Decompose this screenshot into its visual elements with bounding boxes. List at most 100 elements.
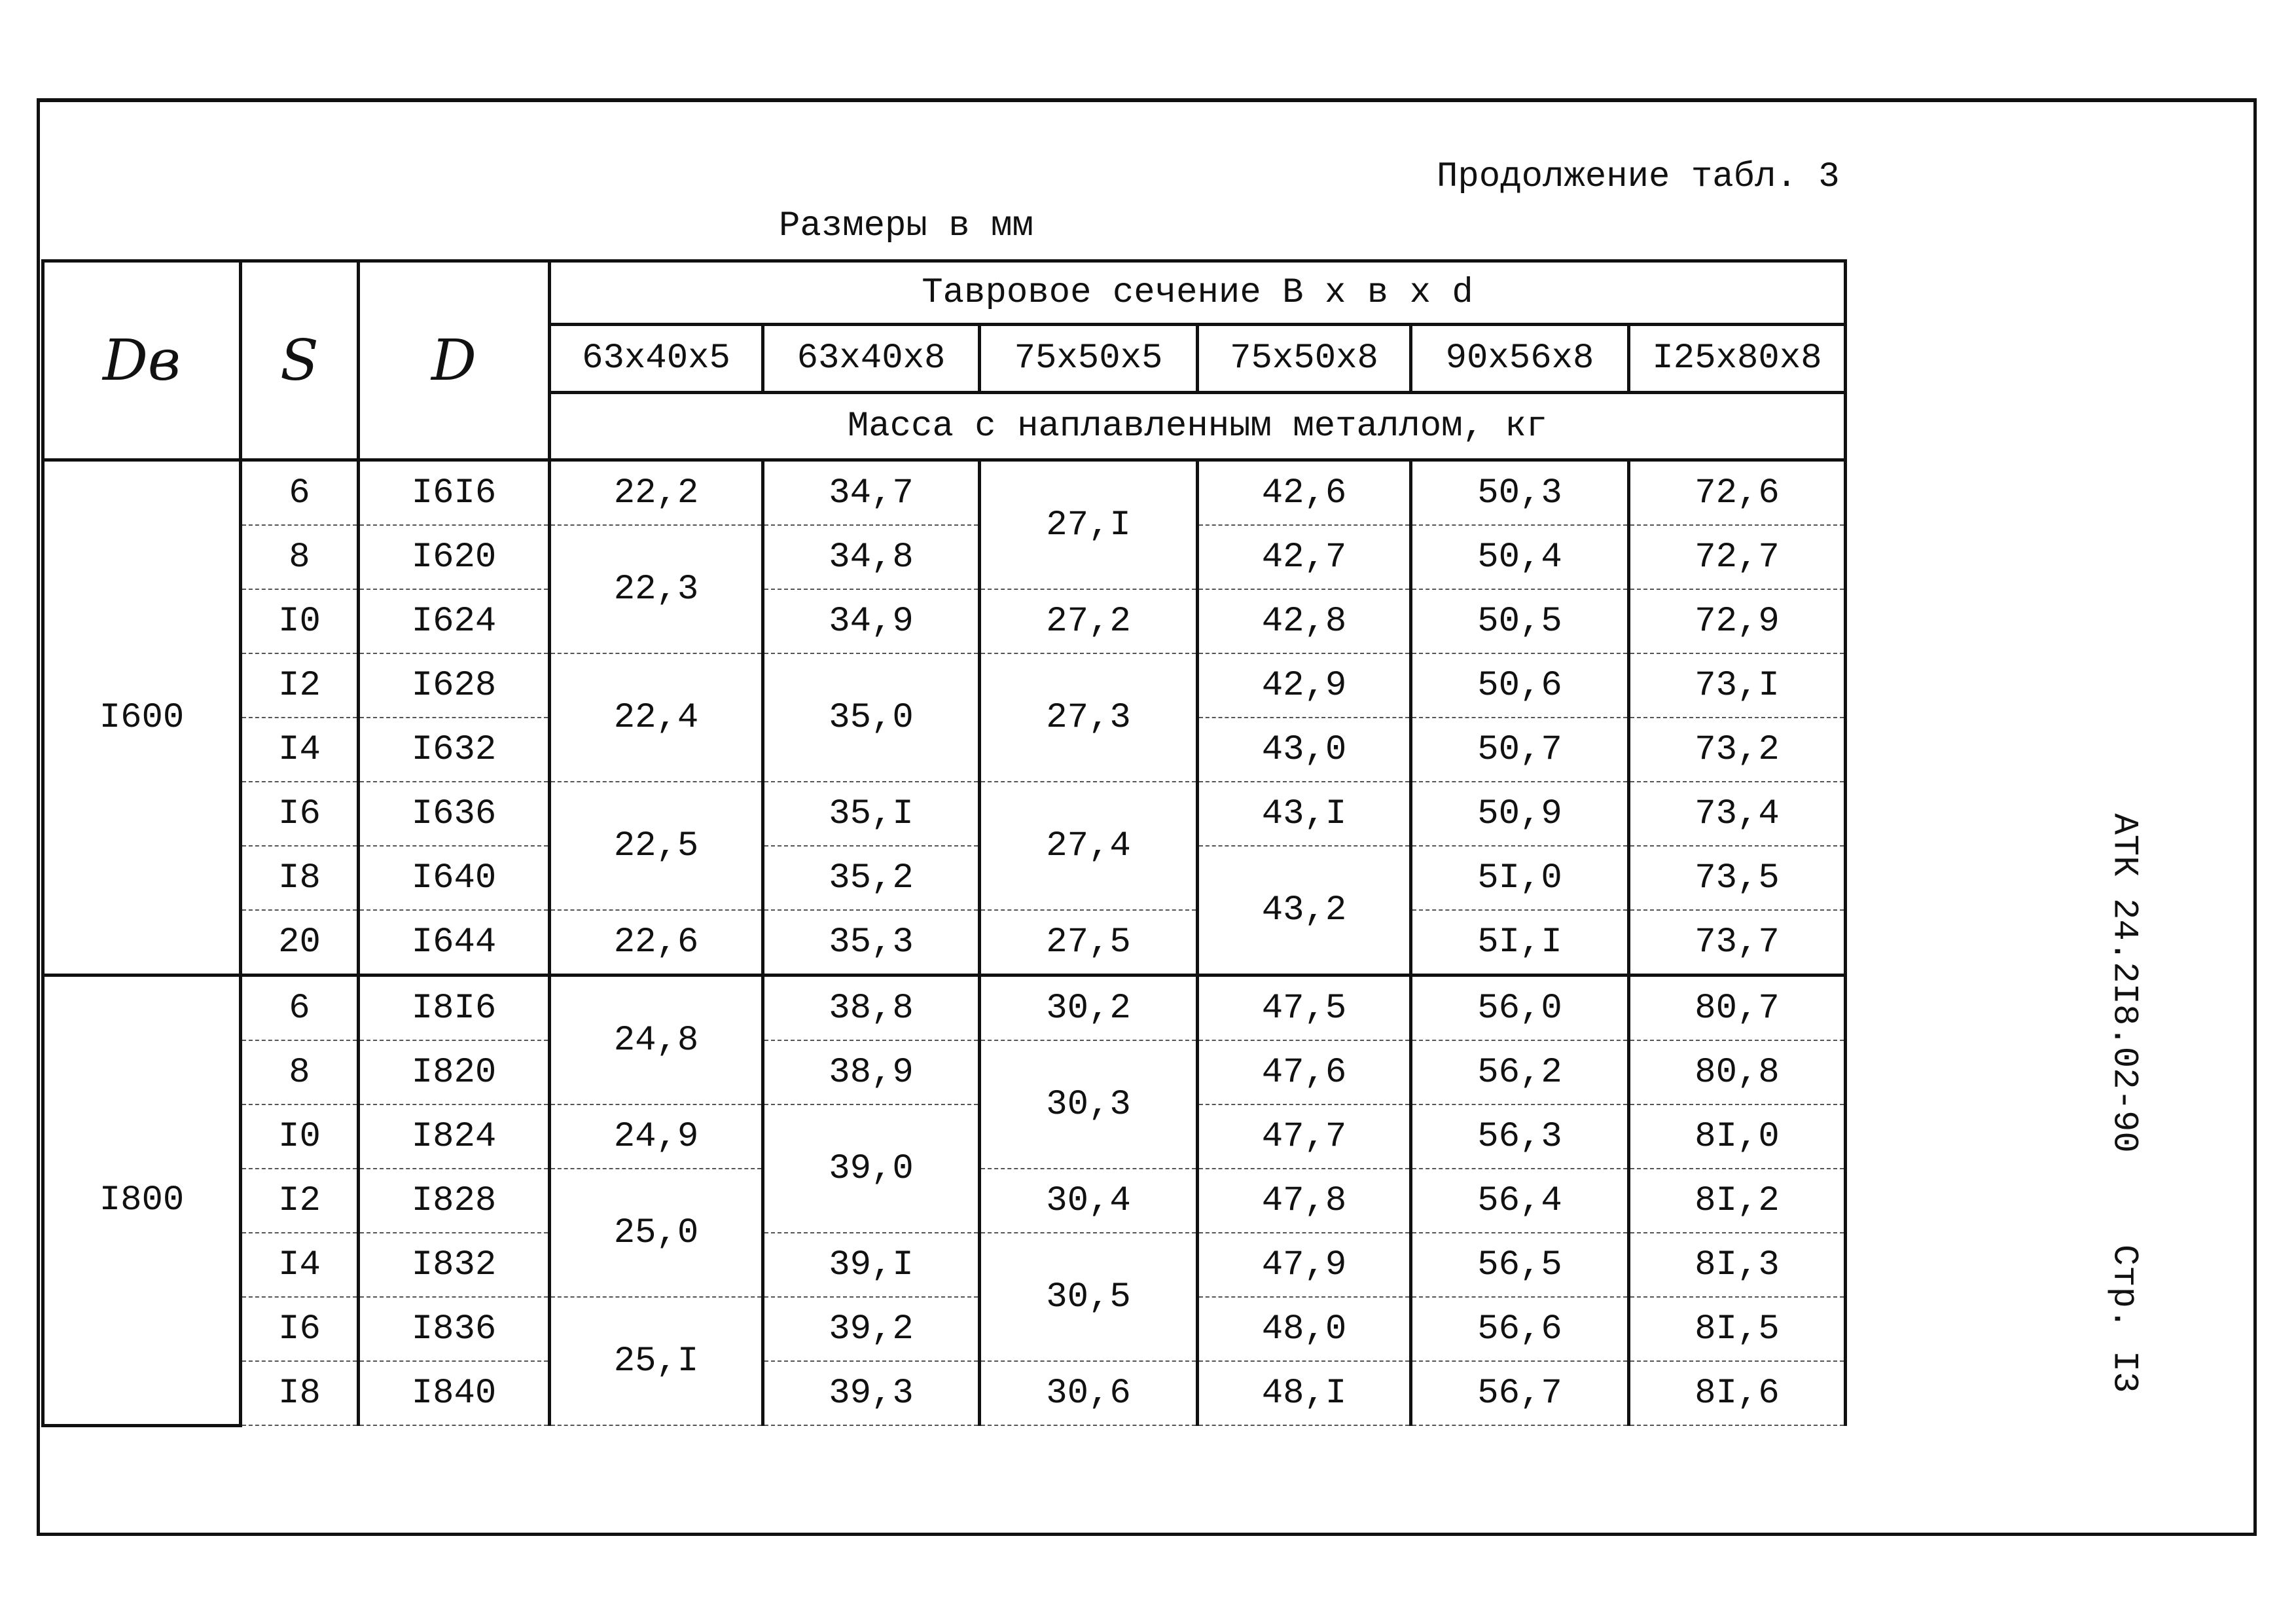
mass-cell: 43,I [1196,781,1412,847]
mass-cell: 24,8 [548,974,764,1105]
s-cell: I4 [239,717,360,782]
row: I2 I628 22,4 35,0 27,3 42,9 50,6 73,I [43,653,1848,782]
side-label: АТК 24.2I8.02-90 Стр. I3 [2104,813,2144,1484]
row: 20 I644 22,6 35,3 27,5 5I,I 73,7 [43,909,1848,976]
mass-cell: 34,8 [761,524,981,590]
mass-cell: 56,4 [1409,1168,1630,1233]
mass-cell: 27,2 [978,589,1199,654]
mass-cell: 47,9 [1196,1232,1412,1298]
table: Dв S D Тавровое сечение В х в х d 63х40х5 63… [41,259,1848,1427]
row: I6 I636 22,5 35,I 27,4 43,I 50,9 73,4 [43,781,1848,911]
mass-cell: 22,2 [548,458,764,526]
s-cell: I2 [239,1168,360,1233]
mass-cell: 39,2 [761,1296,981,1362]
row: I8 I840 39,3 30,6 48,I 56,7 8I,6 [43,1360,1848,1426]
mass-cell: 47,5 [1196,974,1412,1041]
mass-cell: 5I,0 [1409,845,1630,911]
mass-cell: 42,7 [1196,524,1412,590]
s-cell: 6 [239,458,360,526]
mass-cell: 42,8 [1196,589,1412,654]
mass-cell: 34,9 [761,589,981,654]
mass-cell: 56,0 [1409,974,1630,1041]
mass-cell: 8I,6 [1626,1360,1848,1426]
mass-cell: 30,3 [978,1040,1199,1169]
s-cell: I2 [239,653,360,718]
mass-cell: 5I,I [1409,909,1630,976]
mass-cell: 24,9 [548,1104,764,1169]
size-header: 63х40х5 [548,323,764,394]
mass-cell: 50,3 [1409,458,1630,526]
mass-cell: 27,3 [978,653,1199,782]
row: I2 I828 25,0 30,4 47,8 56,4 8I,2 [43,1168,1848,1298]
size-header: 90х56х8 [1409,323,1630,394]
mass-cell: 39,3 [761,1360,981,1426]
s-cell: 20 [239,909,360,976]
size-header: 63х40х8 [761,323,981,394]
header-d: D [357,259,551,462]
d-cell: I820 [357,1040,551,1105]
s-cell: I0 [239,589,360,654]
mass-cell: 50,4 [1409,524,1630,590]
header-mass: Масса с наплавленным металлом, кг [547,391,1848,462]
mass-cell: 38,9 [761,1040,981,1105]
mass-cell: 22,5 [548,781,764,911]
mass-cell: 39,0 [761,1104,981,1233]
mass-cell: 42,9 [1196,653,1412,718]
page-number: Стр. I3 [2104,1244,2144,1393]
s-cell: 8 [239,524,360,590]
d-cell: I840 [357,1360,551,1426]
mass-cell: 73,2 [1626,717,1848,782]
mass-cell: 73,I [1626,653,1848,718]
mass-cell: 35,0 [761,653,981,782]
size-header: I25х80х8 [1626,323,1848,394]
row: I8 I640 35,2 43,2 5I,0 73,5 [43,845,1848,976]
mass-cell: 35,3 [761,909,981,976]
size-header: 75х50х5 [978,323,1199,394]
mass-cell: 80,8 [1626,1040,1848,1105]
mass-cell: 43,2 [1196,845,1412,976]
mass-cell: 30,5 [978,1232,1199,1362]
mass-cell: 35,2 [761,845,981,911]
mass-cell: 39,I [761,1232,981,1298]
mass-cell: 22,6 [548,909,764,976]
db-cell: I600 [41,458,242,977]
mass-cell: 47,8 [1196,1168,1412,1233]
d-cell: I620 [357,524,551,590]
doc-code: АТК 24.2I8.02-90 [2104,813,2144,1153]
row: I4 I832 39,I 30,5 47,9 56,5 8I,3 [43,1232,1848,1362]
row: 8 I820 38,9 30,3 47,6 56,2 80,8 [43,1040,1848,1169]
row: I800 6 I8I6 24,8 38,8 30,2 47,5 56,0 80,7 [41,974,1848,1427]
d-cell: I824 [357,1104,551,1169]
mass-cell: 8I,0 [1626,1104,1848,1169]
d-cell: I628 [357,653,551,718]
mass-cell: 27,4 [978,781,1199,911]
mass-cell: 8I,3 [1626,1232,1848,1298]
s-cell: I0 [239,1104,360,1169]
s-cell: 8 [239,1040,360,1105]
mass-cell: 56,3 [1409,1104,1630,1169]
mass-cell: 22,4 [548,653,764,782]
mass-cell: 56,2 [1409,1040,1630,1105]
mass-cell: 30,2 [978,974,1199,1041]
mass-cell: 8I,5 [1626,1296,1848,1362]
s-cell: I8 [239,1360,360,1426]
mass-cell: 25,I [548,1296,764,1426]
mass-cell: 50,9 [1409,781,1630,847]
mass-cell: 56,5 [1409,1232,1630,1298]
mass-cell: 27,I [978,458,1199,590]
mass-cell: 30,6 [978,1360,1199,1426]
mass-cell: 56,7 [1409,1360,1630,1426]
mass-cell: 22,3 [548,524,764,654]
mass-cell: 38,8 [761,974,981,1041]
d-cell: I836 [357,1296,551,1362]
mass-cell: 25,0 [548,1168,764,1298]
row: I0 I824 24,9 39,0 47,7 56,3 8I,0 [43,1104,1848,1233]
mass-cell: 27,5 [978,909,1199,976]
d-cell: I832 [357,1232,551,1298]
mass-cell: 48,I [1196,1360,1412,1426]
mass-cell: 50,7 [1409,717,1630,782]
s-cell: I4 [239,1232,360,1298]
mass-cell: 73,4 [1626,781,1848,847]
d-cell: I624 [357,589,551,654]
db-cell: I800 [41,974,242,1427]
